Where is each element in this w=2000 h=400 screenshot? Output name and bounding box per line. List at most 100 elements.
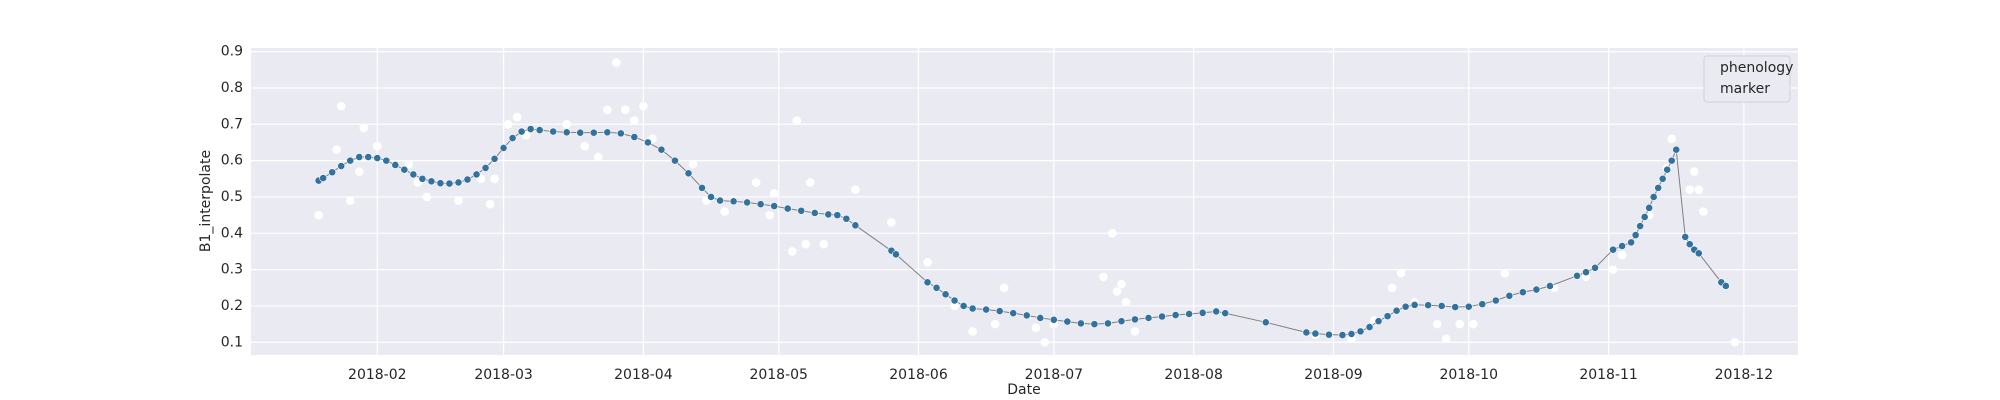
data-point <box>336 101 346 111</box>
data-point <box>332 145 341 155</box>
data-point <box>968 304 977 313</box>
data-point <box>454 178 463 187</box>
y-tick-label: 0.3 <box>221 262 243 278</box>
data-point <box>1338 331 1347 339</box>
data-point <box>1591 263 1599 272</box>
data-point <box>526 125 535 133</box>
data-point <box>576 128 585 137</box>
data-point <box>1654 183 1663 192</box>
data-point <box>409 170 418 179</box>
data-point <box>562 119 572 129</box>
data-point <box>1158 312 1166 321</box>
data-point <box>1441 334 1451 343</box>
data-point <box>851 221 860 230</box>
data-point <box>1356 327 1365 336</box>
x-tick-label: 2018-12 <box>1715 367 1774 383</box>
plot-background <box>251 48 1798 355</box>
data-point <box>892 250 900 259</box>
data-point <box>1491 296 1500 305</box>
data-point <box>810 209 819 217</box>
data-point <box>1410 300 1419 309</box>
data-point <box>1636 222 1645 230</box>
y-tick-label: 0.6 <box>221 153 243 169</box>
y-axis-label: B1_interpolate <box>198 150 214 252</box>
data-point <box>603 128 612 137</box>
data-point <box>819 239 829 249</box>
data-point <box>769 189 779 198</box>
data-point <box>1171 311 1180 319</box>
data-point <box>982 305 991 314</box>
data-point <box>1437 302 1446 310</box>
data-point <box>1432 319 1442 329</box>
data-point <box>346 156 355 165</box>
data-point <box>436 179 445 188</box>
y-tick-label: 0.9 <box>221 44 243 60</box>
data-point <box>1040 337 1050 347</box>
data-point <box>499 144 508 152</box>
data-point <box>1658 174 1667 183</box>
data-point <box>372 141 382 151</box>
data-point <box>472 170 481 179</box>
data-point <box>1212 307 1221 316</box>
data-point <box>1049 315 1058 324</box>
data-point <box>612 58 621 67</box>
x-tick-label: 2018-11 <box>1579 367 1638 383</box>
data-point <box>1698 207 1708 216</box>
data-point <box>1451 303 1460 311</box>
data-point <box>1681 233 1690 241</box>
data-point <box>657 145 666 154</box>
data-point <box>1631 231 1640 240</box>
data-point <box>756 200 765 209</box>
data-point <box>422 192 432 202</box>
data-point <box>485 199 495 209</box>
data-point <box>797 206 806 215</box>
data-point <box>990 319 1000 329</box>
data-point <box>1468 319 1478 329</box>
data-point <box>1608 265 1618 274</box>
data-point <box>941 290 950 299</box>
data-point <box>319 174 328 182</box>
data-point <box>1649 193 1658 201</box>
data-point <box>1546 282 1554 290</box>
y-tick-label: 0.2 <box>221 298 243 314</box>
data-point <box>671 156 679 165</box>
data-point <box>1685 240 1694 249</box>
data-point <box>1185 310 1194 318</box>
data-point <box>404 159 414 169</box>
data-point <box>1365 323 1374 331</box>
data-point <box>490 174 499 184</box>
data-point <box>743 198 752 207</box>
data-point <box>1640 213 1649 221</box>
data-point <box>639 101 648 111</box>
data-point <box>630 116 639 125</box>
data-point <box>328 168 337 177</box>
data-point <box>1667 156 1676 165</box>
data-point <box>968 327 977 336</box>
x-tick-label: 2018-05 <box>749 367 808 383</box>
data-point <box>630 133 639 141</box>
data-point <box>580 141 590 151</box>
data-point <box>1694 185 1704 194</box>
data-point <box>923 278 932 287</box>
x-tick-label: 2018-08 <box>1164 367 1223 383</box>
x-tick-label: 2018-02 <box>348 367 407 383</box>
data-point <box>1627 238 1636 247</box>
data-point <box>842 214 851 223</box>
x-tick-label: 2018-03 <box>474 367 533 383</box>
x-tick-label: 2018-09 <box>1304 367 1363 383</box>
data-point <box>805 178 815 187</box>
data-point <box>1396 268 1406 278</box>
data-point <box>1121 298 1131 307</box>
data-point <box>535 126 544 135</box>
data-point <box>1730 337 1740 347</box>
data-point <box>1144 314 1153 322</box>
data-point <box>887 218 896 227</box>
data-point <box>364 153 373 161</box>
data-point <box>454 196 463 205</box>
x-tick-label: 2018-06 <box>889 367 948 383</box>
data-point <box>1302 328 1311 337</box>
y-tick-label: 0.8 <box>221 80 243 96</box>
data-point <box>707 193 715 201</box>
data-point <box>345 196 355 205</box>
data-point <box>391 161 400 169</box>
